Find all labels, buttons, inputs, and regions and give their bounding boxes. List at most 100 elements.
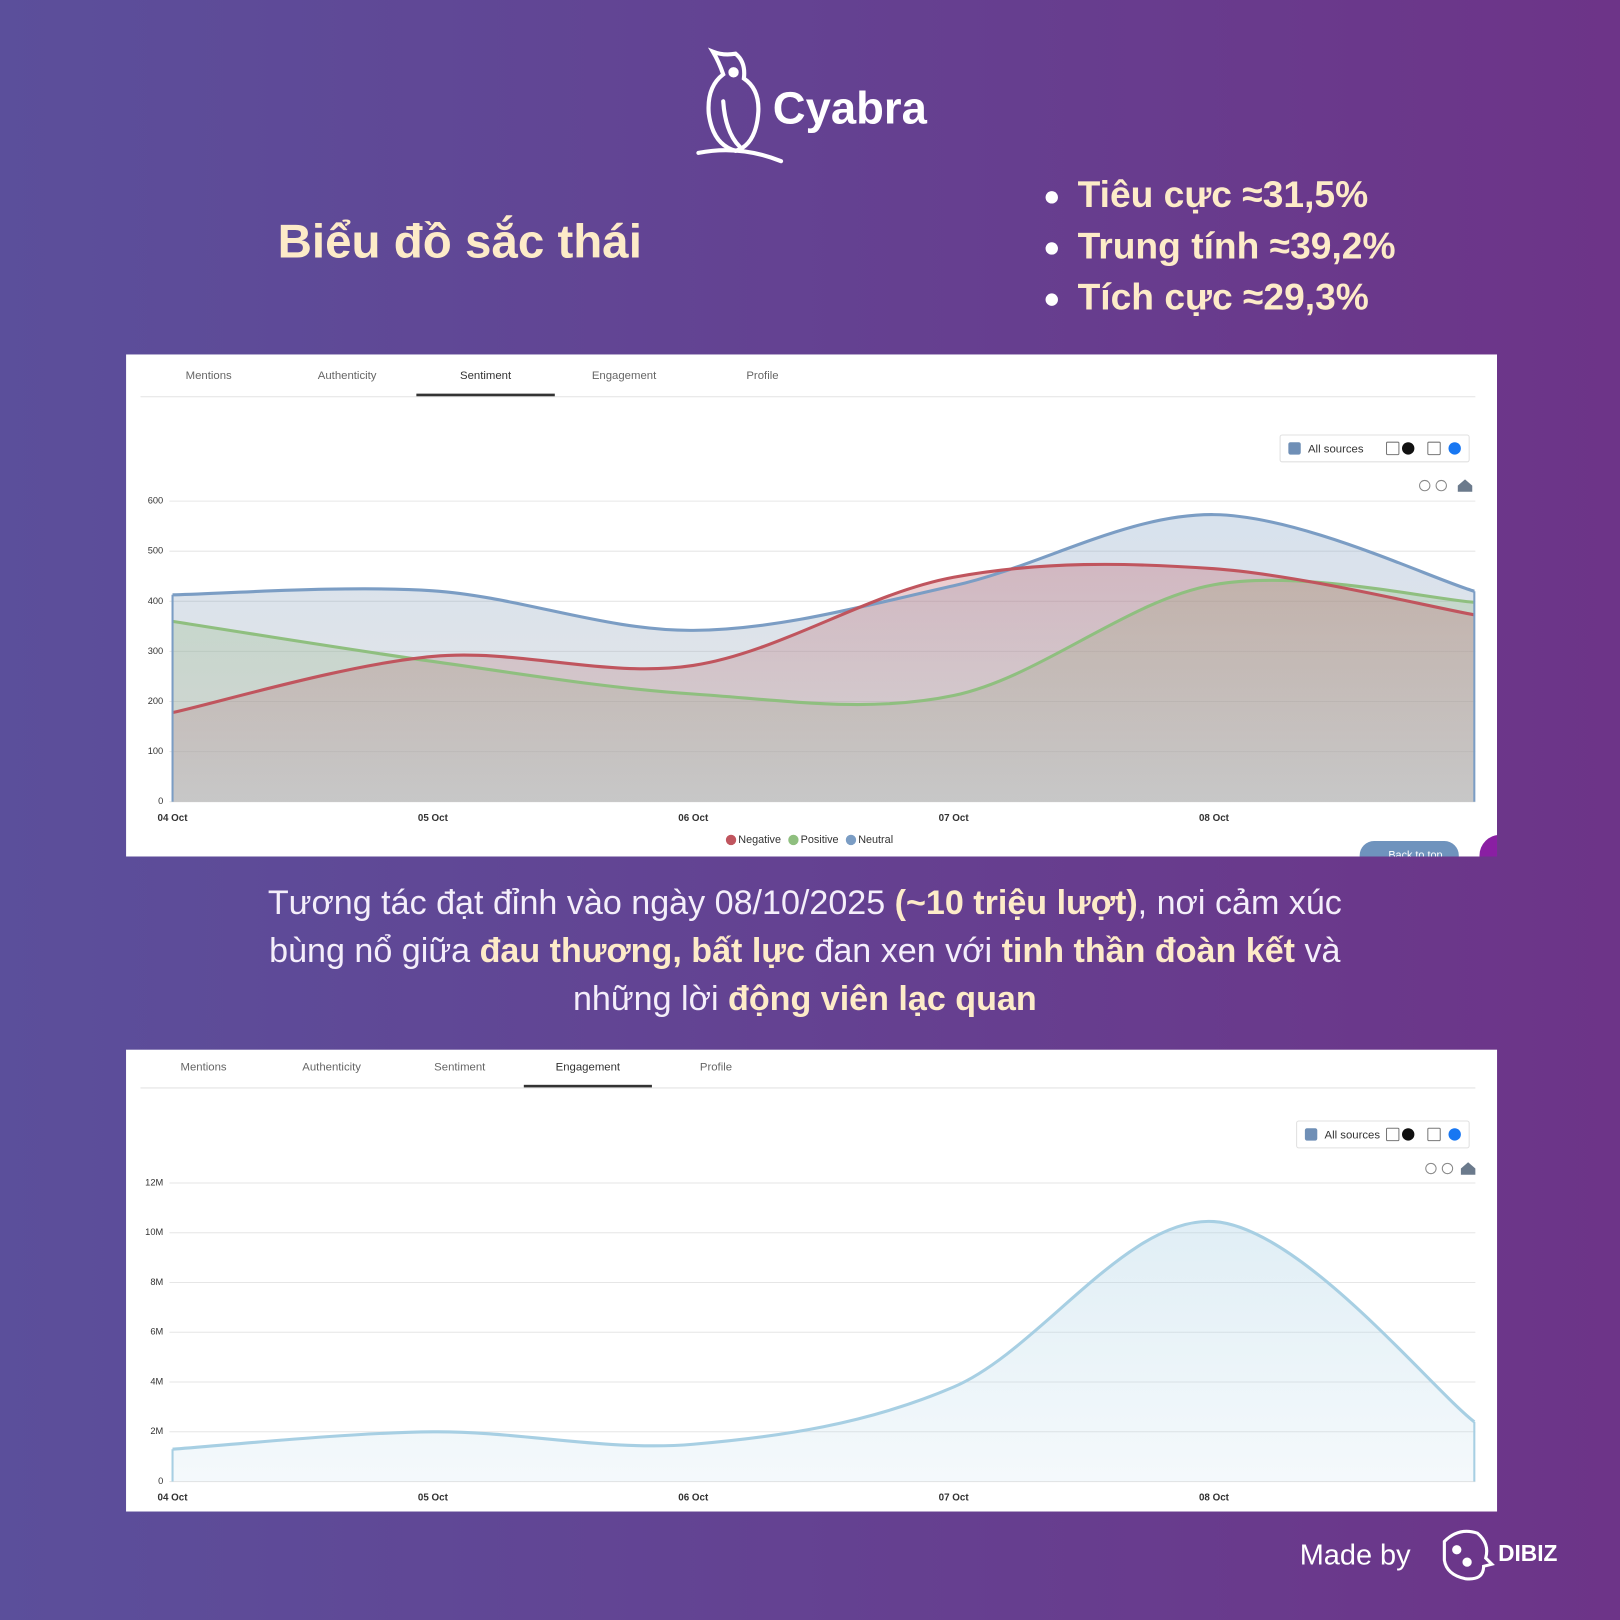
home-icon[interactable] [1460, 1162, 1476, 1175]
facebook-icon [1448, 1128, 1461, 1141]
tab[interactable]: Sentiment [434, 1061, 486, 1073]
caption-text: những lời [573, 980, 728, 1018]
x-tick-label: 07 Oct [939, 813, 970, 824]
tab[interactable]: Mentions [180, 1061, 226, 1073]
line [172, 578, 1475, 707]
checkbox[interactable] [1427, 1127, 1441, 1142]
y-tick-label: 500 [148, 546, 164, 556]
caption-text: đan xen với [805, 932, 1002, 970]
bullet: Trung tính ≈39,2% [1078, 224, 1396, 266]
bullet-dot [1045, 293, 1058, 306]
y-tick-label: 0 [158, 1476, 163, 1486]
bullet-list: Tiêu cực ≈31,5% Trung tính ≈39,2% Tích cực… [1045, 173, 1396, 317]
area [172, 1221, 1475, 1482]
dibiz-icon [1442, 1529, 1495, 1581]
source-filter-box [1279, 434, 1470, 463]
back-to-top[interactable] [1359, 840, 1459, 870]
y-tick-label: 12M [145, 1177, 163, 1187]
dibiz: DIBIZ [1498, 1540, 1557, 1566]
y-tick-label: 2M [150, 1426, 163, 1436]
y-tick-label: 200 [148, 696, 164, 706]
y-tick-label: 0 [158, 796, 163, 806]
line [172, 1219, 1476, 1451]
caption-text: Tương tác đạt đỉnh vào ngày 08/10/2025 [268, 884, 895, 922]
line [172, 562, 1475, 715]
caption-text: , nơi cảm xúc [1138, 884, 1342, 922]
tab[interactable]: Engagement [556, 1061, 621, 1073]
tab-underline [523, 1084, 652, 1088]
made-by: Made by [1300, 1540, 1411, 1572]
tab[interactable]: Authenticity [302, 1061, 361, 1073]
checkbox[interactable] [1304, 1128, 1318, 1141]
tab[interactable]: Profile [746, 370, 778, 382]
checkbox[interactable] [1385, 441, 1400, 456]
chat-bubble [1479, 835, 1498, 857]
x-tick-label: 06 Oct [678, 813, 709, 824]
engagement-panel: Mentions Authenticity Sentiment Engagement P… [126, 1049, 1498, 1512]
caption-line: bùng nổ giữa đau thương, bất lực đan xen… [269, 932, 1340, 970]
caption-bold: động viên lạc quan [728, 980, 1037, 1018]
source-filter-box [1296, 1120, 1470, 1149]
x-tick-label: 04 Oct [158, 1493, 189, 1504]
x-tick-label: 04 Oct [158, 813, 189, 824]
checkbox[interactable] [1288, 442, 1301, 455]
brand: Cyabra [773, 83, 928, 134]
facebook-icon [1448, 442, 1461, 455]
bullet-dot [1045, 191, 1058, 204]
y-tick-label: 300 [148, 646, 164, 656]
checkbox[interactable] [1427, 441, 1441, 456]
x-tick-label: 06 Oct [678, 1493, 709, 1504]
y-tick-label: 10M [145, 1227, 163, 1237]
home-icon[interactable] [1457, 479, 1473, 492]
x-tick-label: 08 Oct [1199, 1493, 1230, 1504]
tab[interactable]: Profile [700, 1061, 732, 1073]
legend-dot [725, 834, 737, 846]
tiktok-icon [1402, 1128, 1415, 1141]
bullet-dot [1045, 242, 1058, 255]
sentiment-panel: Mentions Authenticity Sentiment Engagement P… [126, 354, 1498, 870]
caption-text: và [1295, 932, 1341, 970]
source-filter-label: All sources [1308, 443, 1364, 455]
caption-bold: đau thương, bất lực [480, 932, 805, 970]
line [172, 513, 1475, 632]
caption: Tương tác đạt đỉnh vào ngày 08/10/2025 (… [268, 884, 1342, 1018]
y-tick-label: 400 [148, 596, 164, 606]
x-tick-label: 05 Oct [418, 813, 449, 824]
caption-line: Tương tác đạt đỉnh vào ngày 08/10/2025 (… [268, 884, 1342, 922]
y-tick-label: 4M [150, 1376, 163, 1386]
tab-underline [416, 393, 555, 397]
y-tick-label: 8M [150, 1277, 163, 1287]
legend-label[interactable]: Negative [738, 834, 781, 846]
tab[interactable]: Engagement [592, 370, 657, 382]
x-tick-label: 08 Oct [1199, 813, 1230, 824]
zoom-icon[interactable] [1435, 479, 1447, 492]
bullet: Tích cực ≈29,3% [1078, 275, 1369, 317]
y-tick-label: 100 [148, 746, 164, 756]
legend-label[interactable]: Neutral [858, 834, 893, 846]
tab[interactable]: Authenticity [318, 370, 377, 382]
legend-label[interactable]: Positive [801, 834, 839, 846]
checkbox[interactable] [1385, 1127, 1400, 1142]
x-tick-label: 05 Oct [418, 1493, 449, 1504]
legend-dot [845, 834, 857, 846]
x-tick-label: 07 Oct [939, 1493, 970, 1504]
caption-text: bùng nổ giữa [269, 932, 479, 970]
logo [696, 47, 784, 164]
caption-bold: (~10 triệu lượt) [895, 884, 1138, 922]
tiktok-icon [1402, 442, 1415, 455]
zoom-icon[interactable] [1425, 1162, 1437, 1175]
tab[interactable]: Mentions [186, 370, 232, 382]
back-to-top-label: Back to top [1388, 849, 1442, 861]
zoom-icon[interactable] [1419, 479, 1431, 492]
bullet: Tiêu cực ≈31,5% [1078, 173, 1369, 215]
y-tick-label: 6M [150, 1327, 163, 1337]
caption-line: những lời động viên lạc quan [573, 980, 1037, 1018]
tab[interactable]: Sentiment [460, 370, 512, 382]
zoom-icon[interactable] [1441, 1162, 1454, 1175]
legend-dot [788, 834, 799, 846]
title: Biểu đồ sắc thái [278, 213, 642, 268]
area [172, 564, 1475, 802]
caption-bold: tinh thần đoàn kết [1002, 932, 1295, 970]
source-filter-label: All sources [1325, 1129, 1381, 1141]
